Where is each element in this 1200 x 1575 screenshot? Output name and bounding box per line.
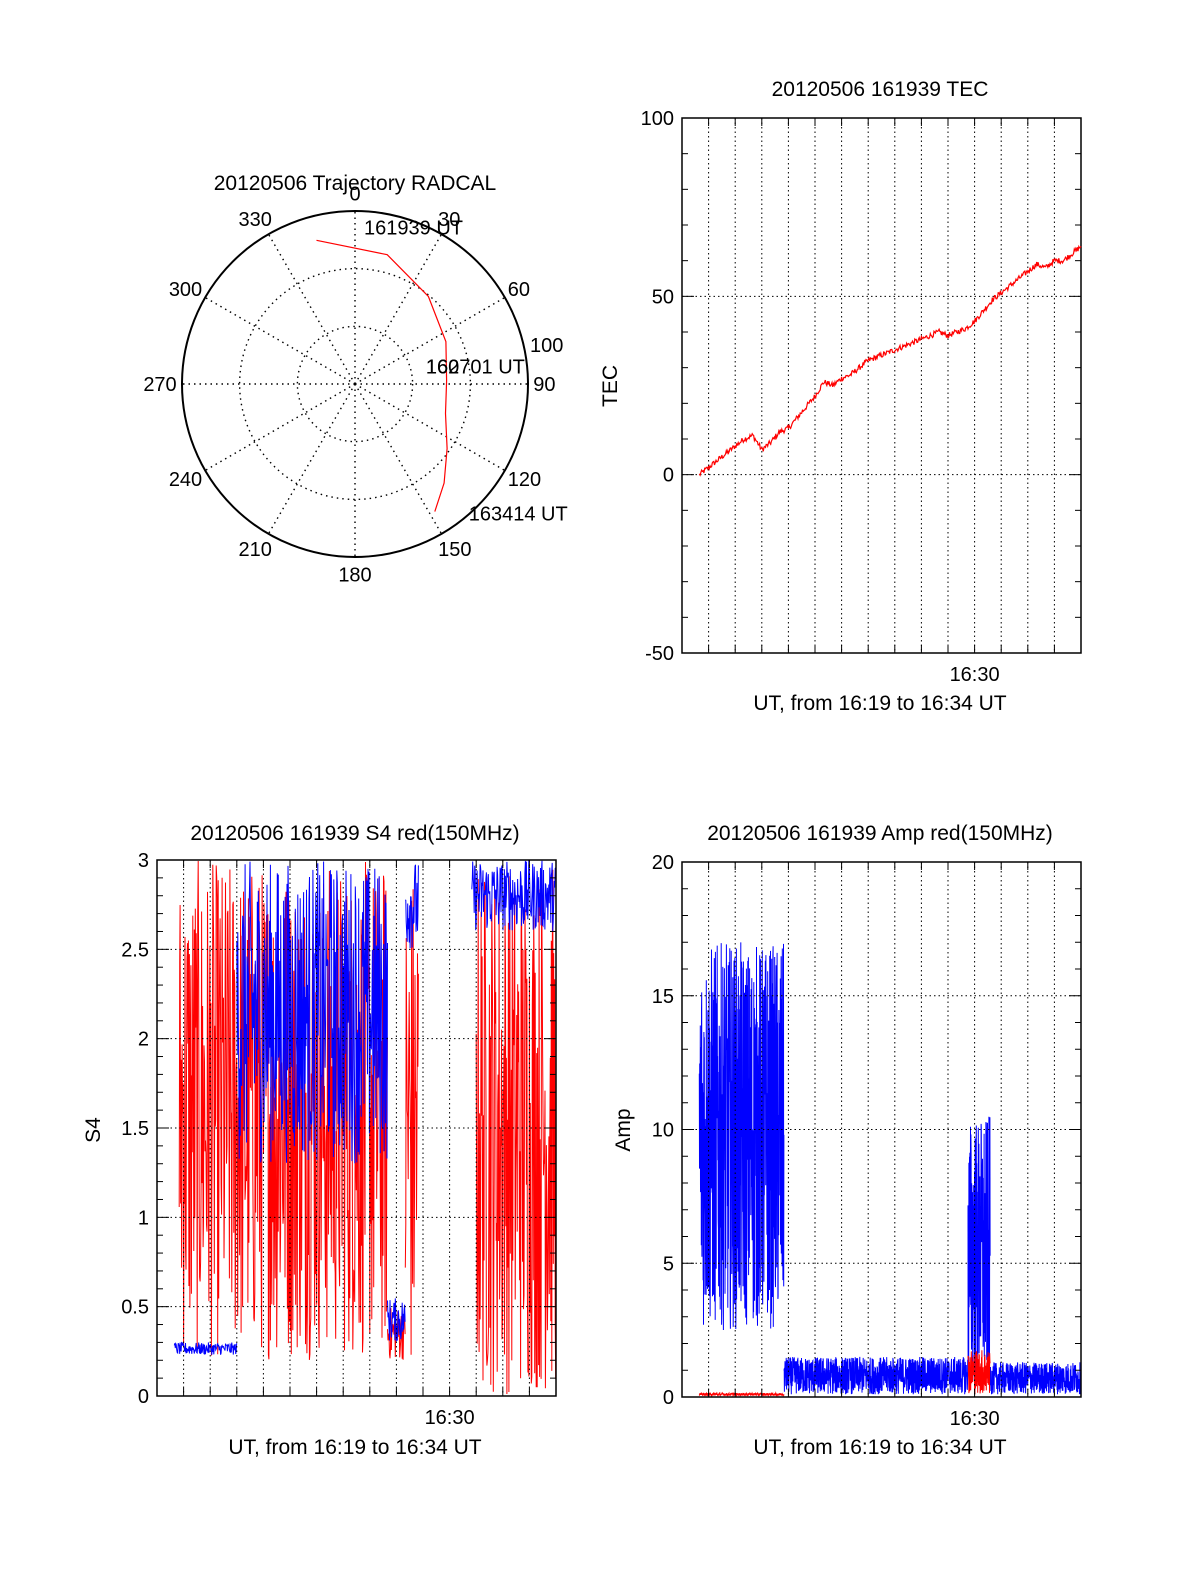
s4-axes: 0 0.5 1 1.5 2 2.5 3 16:30 <box>121 850 557 1429</box>
polar-spoke-10 <box>204 296 356 385</box>
polar-spoke-5 <box>354 383 443 535</box>
plot-frame <box>156 859 557 1397</box>
amp-data <box>698 942 1081 1397</box>
trajectory-time-label: 163414 UT <box>469 504 568 526</box>
polar-spoke-11 <box>267 233 356 385</box>
y-tick-label: 5 <box>663 1253 674 1275</box>
y-tick-label: 0 <box>663 465 674 487</box>
s4-data <box>173 860 556 1396</box>
y-tick-label: 0.5 <box>121 1297 149 1319</box>
red-series-segment <box>475 869 556 1395</box>
y-tick-label: 50 <box>652 286 674 308</box>
polar-spoke-7 <box>267 383 356 535</box>
polar-angle-label: 120 <box>508 469 541 491</box>
amp-ylabel: Amp <box>612 1108 635 1151</box>
trajectory-track <box>316 239 448 512</box>
blue-series-segment <box>471 860 556 932</box>
blue-series-segment <box>783 1356 969 1395</box>
polar-spoke-4 <box>354 383 506 472</box>
polar-ring-1 <box>238 267 472 501</box>
polar-outer-circle <box>181 210 529 558</box>
x-tick-label: 16:30 <box>425 1407 475 1429</box>
polar-angle-label: 210 <box>238 539 271 561</box>
blue-series-segment <box>236 861 388 1164</box>
red-series-segment <box>404 889 419 1355</box>
y-tick-label: 20 <box>652 852 674 874</box>
polar-angle-label: 270 <box>143 374 176 396</box>
polar-angle-label: 330 <box>238 209 271 231</box>
trajectory-annotations: 161939 UT 162701 UT 163414 UT 160 <box>364 218 568 526</box>
trajectory-time-label: 161939 UT <box>364 218 463 240</box>
trajectory-time-label: 162701 UT <box>426 356 525 378</box>
polar-spoke-2 <box>354 296 506 385</box>
trajectory-panel: 20120506 Trajectory RADCAL 0 30 60 90 120 150… <box>143 172 567 586</box>
s4-panel: 20120506 161939 S4 red(150MHz) 0 0.5 1 1.5 2… <box>82 822 557 1459</box>
x-tick-label: 16:30 <box>950 1408 1000 1430</box>
s4-xlabel: UT, from 16:19 to 16:34 UT <box>228 1436 481 1459</box>
amp-series <box>698 942 1081 1397</box>
amp-axes: 0 5 10 15 20 16:30 <box>652 852 1082 1430</box>
blue-series-segment <box>967 1116 991 1381</box>
plot-frame <box>681 117 1082 654</box>
y-tick-label: 1 <box>138 1207 149 1229</box>
tec-panel: 20120506 161939 TEC -50 0 50 100 16:30 UT, f… <box>599 78 1082 715</box>
y-tick-label: 3 <box>138 850 149 872</box>
polar-angle-labels: 0 30 60 90 120 150 180 210 240 270 300 330 100 <box>143 184 563 587</box>
polar-angle-label: 60 <box>508 279 530 301</box>
y-tick-label: 0 <box>138 1386 149 1408</box>
tec-axes: -50 0 50 100 16:30 <box>641 108 1082 686</box>
blue-series-segment <box>173 1341 238 1356</box>
polar-angle-label: 30 <box>438 209 460 231</box>
y-tick-label: -50 <box>645 643 674 665</box>
red-series-segment <box>698 1391 785 1397</box>
y-tick-label: 15 <box>652 986 674 1008</box>
blue-series-segment <box>404 864 419 949</box>
blue-series-segment <box>698 942 785 1331</box>
amp-xlabel: UT, from 16:19 to 16:34 UT <box>753 1436 1006 1459</box>
red-series-segment <box>967 1350 991 1395</box>
trajectory-title: 20120506 Trajectory RADCAL <box>214 172 497 195</box>
y-tick-label: 1.5 <box>121 1118 149 1140</box>
polar-angle-label: 180 <box>338 564 371 586</box>
polar-angle-label: 90 <box>533 374 555 396</box>
blue-series-segment <box>387 1298 406 1342</box>
s4-ylabel: S4 <box>82 1117 105 1143</box>
y-tick-label: 10 <box>652 1120 674 1142</box>
tec-ylabel: TEC <box>599 365 622 407</box>
plot-frame <box>681 861 1082 1398</box>
polar-angle-label: 300 <box>169 279 202 301</box>
tec-xlabel: UT, from 16:19 to 16:34 UT <box>753 692 1006 715</box>
tec-series-line <box>698 244 1082 477</box>
trajectory-overlap-label: 160 <box>426 356 459 378</box>
blue-series-segment <box>989 1362 1081 1395</box>
polar-ring-0 <box>296 325 414 443</box>
red-series-segment <box>178 860 388 1360</box>
amp-title: 20120506 161939 Amp red(150MHz) <box>707 822 1053 845</box>
tec-title: 20120506 161939 TEC <box>772 78 989 101</box>
y-tick-label: 100 <box>641 108 674 130</box>
polar-angle-label: 240 <box>169 469 202 491</box>
s4-series <box>173 860 556 1396</box>
polar-spoke-8 <box>204 383 356 472</box>
y-tick-label: 0 <box>663 1387 674 1409</box>
x-tick-label: 16:30 <box>950 664 1000 686</box>
polar-angle-label: 150 <box>438 539 471 561</box>
y-tick-label: 2.5 <box>121 939 149 961</box>
amp-panel: 20120506 161939 Amp red(150MHz) 0 5 10 15 20… <box>612 822 1082 1459</box>
polar-radius-label: 100 <box>530 335 563 357</box>
polar-spoke-1 <box>354 233 443 385</box>
polar-angle-label: 0 <box>349 184 360 206</box>
y-tick-label: 2 <box>138 1029 149 1051</box>
polar-grid <box>181 210 529 558</box>
s4-title: 20120506 161939 S4 red(150MHz) <box>190 822 519 845</box>
